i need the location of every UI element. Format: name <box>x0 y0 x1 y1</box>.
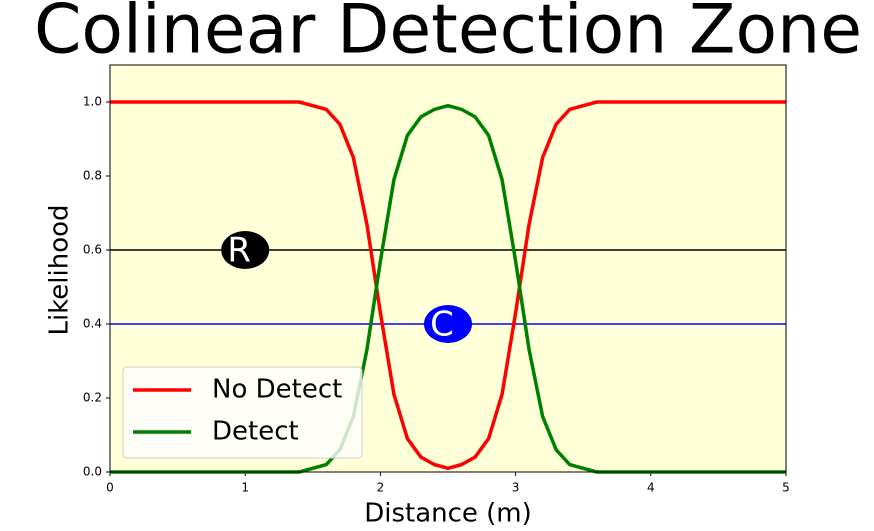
x-tick-label: 4 <box>647 481 655 495</box>
y-axis-label: Likelihood <box>45 204 75 335</box>
y-tick-label: 0.6 <box>83 243 102 257</box>
chart-title: Colinear Detection Zone <box>34 0 862 70</box>
legend-label: Detect <box>212 417 299 447</box>
marker-label: R <box>227 231 251 271</box>
x-axis-label: Distance (m) <box>364 499 532 529</box>
x-tick-label: 5 <box>782 481 790 495</box>
x-tick-label: 1 <box>241 481 249 495</box>
x-tick-label: 3 <box>512 481 520 495</box>
x-tick-label: 2 <box>377 481 385 495</box>
marker-badge <box>424 305 472 343</box>
y-tick-label: 0.2 <box>83 391 102 405</box>
marker-badge <box>221 231 270 269</box>
legend-label: No Detect <box>212 375 342 405</box>
x-tick-label: 0 <box>106 481 114 495</box>
y-tick-label: 0.8 <box>83 169 102 183</box>
y-tick-label: 0.0 <box>83 465 102 479</box>
y-tick-label: 0.4 <box>83 317 102 331</box>
marker-label: C <box>430 305 454 345</box>
plot-frame <box>109 64 787 473</box>
y-tick-label: 1.0 <box>83 95 102 109</box>
series-line <box>110 100 786 471</box>
